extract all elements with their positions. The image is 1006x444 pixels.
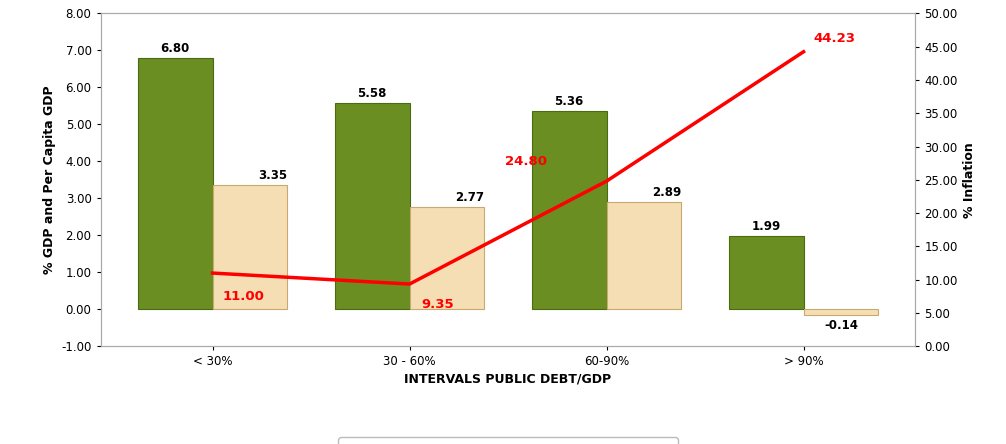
Legend: GDP, Per Capita GDP, INFL.: GDP, Per Capita GDP, INFL. <box>338 437 678 444</box>
Bar <box>335 103 409 309</box>
X-axis label: INTERVALS PUBLIC DEBT/GDP: INTERVALS PUBLIC DEBT/GDP <box>404 373 612 385</box>
Text: 24.80: 24.80 <box>505 155 547 168</box>
Text: 9.35: 9.35 <box>422 297 454 310</box>
Bar <box>804 309 878 314</box>
Y-axis label: % GDP and Per Capita GDP: % GDP and Per Capita GDP <box>42 86 55 274</box>
Text: 1.99: 1.99 <box>751 220 781 233</box>
Text: 5.58: 5.58 <box>357 87 386 100</box>
Text: -0.14: -0.14 <box>824 319 858 332</box>
Bar <box>607 202 681 309</box>
Text: 6.80: 6.80 <box>160 42 190 55</box>
Text: 44.23: 44.23 <box>814 32 855 45</box>
Text: 2.77: 2.77 <box>455 191 484 204</box>
Bar <box>532 111 607 309</box>
Text: 2.89: 2.89 <box>652 186 681 199</box>
Text: 5.36: 5.36 <box>554 95 583 108</box>
Bar <box>728 236 804 309</box>
Y-axis label: % Inflation: % Inflation <box>964 142 977 218</box>
Bar <box>212 186 288 309</box>
Bar <box>409 207 484 309</box>
Text: 11.00: 11.00 <box>222 290 265 303</box>
Bar <box>138 58 212 309</box>
Text: 3.35: 3.35 <box>258 170 287 182</box>
